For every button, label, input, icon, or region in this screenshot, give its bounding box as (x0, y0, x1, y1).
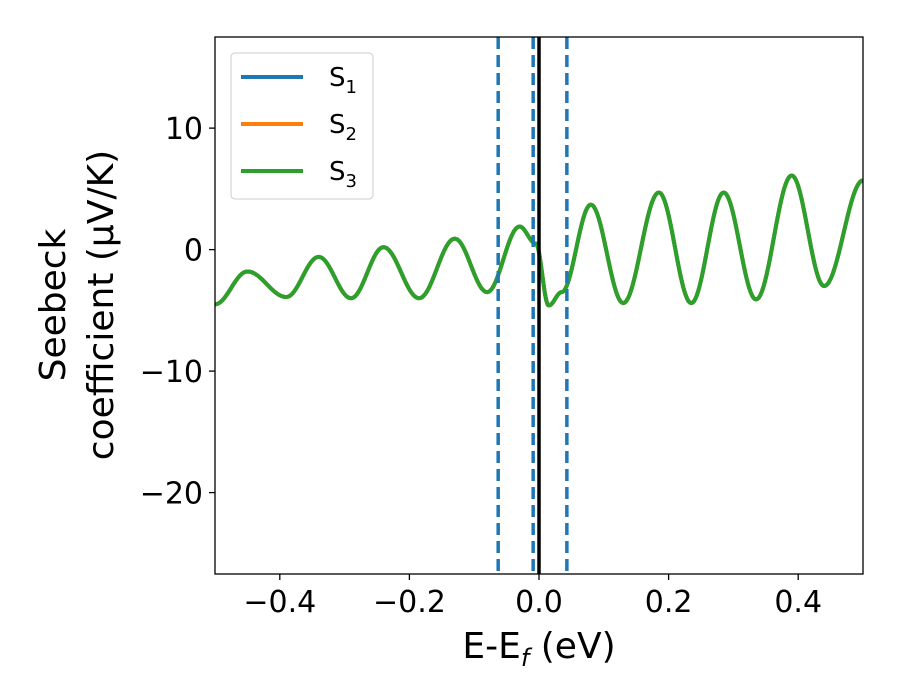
y-tick-label: 10 (165, 112, 203, 147)
x-axis: −0.4 −0.2 0.0 0.2 0.4 (243, 574, 822, 620)
y-tick-label: −20 (140, 477, 203, 512)
reference-lines (496, 37, 569, 574)
y-axis-label-line2: coefficient (μV/K) (81, 150, 122, 460)
x-tick-label: 0.4 (774, 585, 822, 620)
y-tick-label: −10 (140, 355, 203, 390)
legend-label-2: S2 (329, 110, 357, 145)
legend-label-3: S3 (329, 157, 357, 192)
y-axis: 10 0 −10 −20 (140, 112, 215, 512)
y-tick-label: 0 (184, 234, 203, 269)
x-tick-label: −0.2 (373, 585, 446, 620)
x-tick-label: 0.2 (645, 585, 693, 620)
y-axis-label-line1: Seebeck (33, 228, 74, 381)
legend-label-1: S1 (329, 63, 357, 98)
legend: S1 S2 S3 (230, 52, 374, 200)
x-tick-label: 0.0 (515, 585, 563, 620)
series-group (215, 173, 863, 308)
x-axis-label: E-Ef (eV) (462, 626, 615, 672)
series-line-s3 (215, 173, 863, 308)
x-tick-label: −0.4 (243, 585, 316, 620)
